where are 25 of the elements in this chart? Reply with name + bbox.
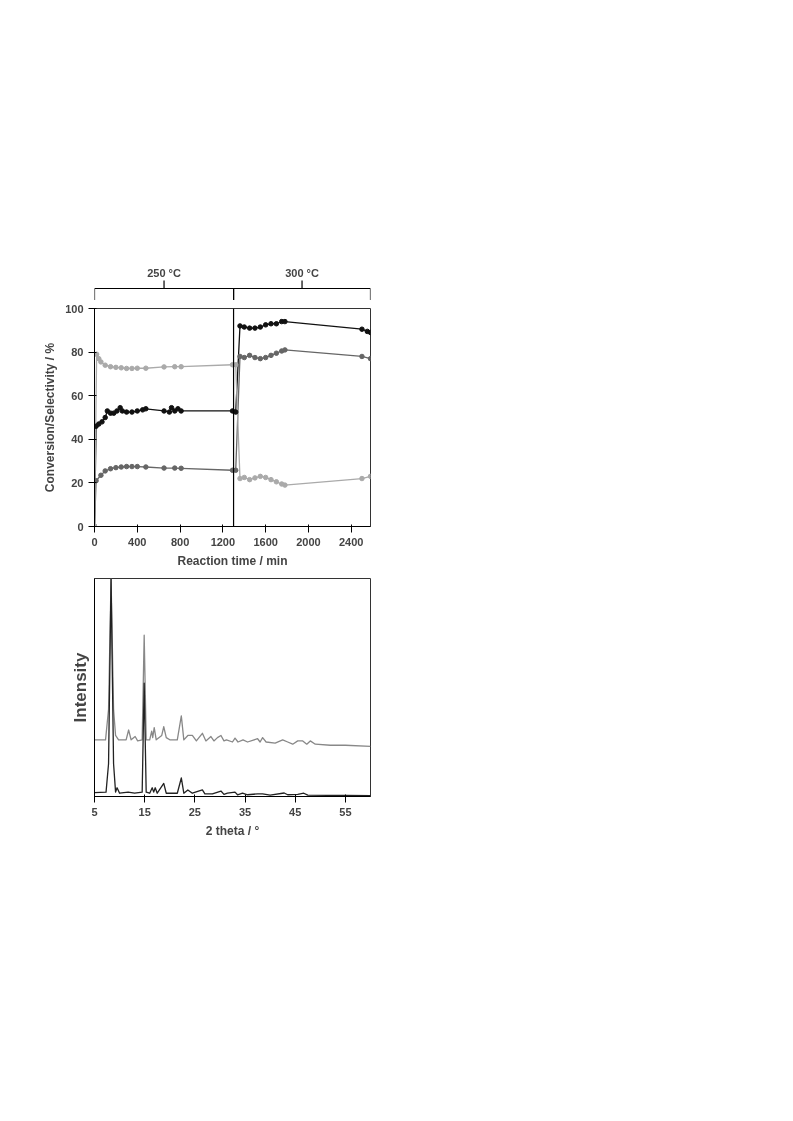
x-tick-label: 15 xyxy=(138,805,151,818)
y-axis-title: Conversion/Selectivity / % xyxy=(43,342,58,493)
y-axis-title: Intensity xyxy=(70,652,90,723)
x-tick-label: 35 xyxy=(238,805,252,818)
y-tick-label: 100 xyxy=(65,302,84,315)
x-axis-title: Reaction time / min xyxy=(177,553,288,568)
y-tick-label: 40 xyxy=(71,433,84,446)
x-axis-title: 2 theta / ° xyxy=(205,823,260,838)
x-tick-label: 1600 xyxy=(253,535,278,548)
x-tick-label: 800 xyxy=(170,535,190,548)
x-tick-label: 400 xyxy=(128,535,147,548)
x-tick-label: 5 xyxy=(91,805,98,818)
x-tick-label: 25 xyxy=(188,805,201,818)
x-tick-label: 0 xyxy=(91,535,98,548)
y-tick-label: 0 xyxy=(77,520,84,533)
x-tick-label: 2400 xyxy=(339,535,364,548)
x-tick-label: 1200 xyxy=(210,535,236,548)
x-tick-label: 45 xyxy=(289,805,302,818)
x-tick-label: 55 xyxy=(339,805,352,818)
y-tick-label: 20 xyxy=(71,476,84,489)
x-tick-label: 2000 xyxy=(296,535,321,548)
y-tick-label: 80 xyxy=(71,346,84,359)
text: 300 °C xyxy=(285,266,319,279)
text: 250 °C xyxy=(147,266,181,279)
y-tick-label: 60 xyxy=(71,389,84,402)
